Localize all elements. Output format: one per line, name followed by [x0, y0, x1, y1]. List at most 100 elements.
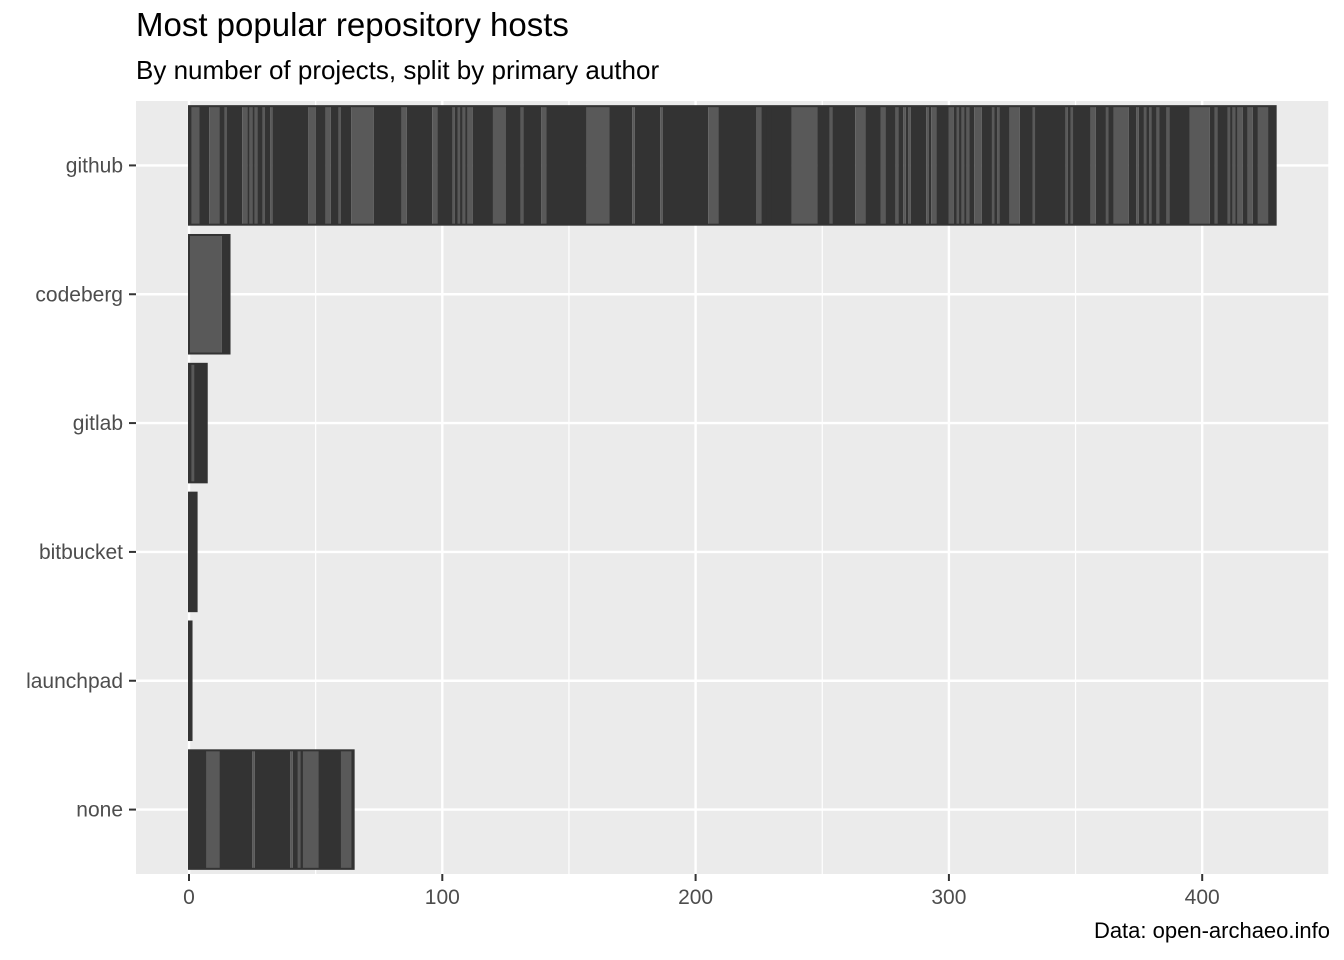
- bar-segment-github: [1136, 106, 1139, 225]
- bar-segment-github: [1159, 106, 1167, 225]
- bar-segment-github: [541, 106, 547, 225]
- bar-segment-github: [249, 106, 253, 225]
- bar-gitlab: [188, 362, 208, 484]
- bar-segment-github: [981, 106, 992, 225]
- bar-segment-github: [191, 106, 200, 225]
- bar-segment-github: [1108, 106, 1114, 225]
- bar-segment-github: [462, 106, 466, 225]
- bar-segment-none: [300, 750, 303, 869]
- bar-segment-github: [829, 106, 833, 225]
- bar-segment-github: [325, 106, 331, 225]
- bar-segment-none: [302, 750, 319, 869]
- x-tick-label: 200: [678, 886, 713, 909]
- bar-segment-github: [959, 106, 962, 225]
- bar-segment-github: [257, 106, 263, 225]
- bar-segment-github: [1268, 106, 1276, 225]
- bar-segment-github: [492, 106, 506, 225]
- bar-segment-github: [791, 106, 818, 225]
- bar-segment-github: [224, 106, 227, 225]
- bar-segment-github: [505, 106, 521, 225]
- bar-segment-github: [242, 106, 248, 225]
- bar-segment-none: [189, 750, 207, 869]
- bar-segment-github: [898, 106, 904, 225]
- bar-segment-github: [832, 106, 856, 225]
- bar-segment-github: [1189, 106, 1210, 225]
- y-tick-label-bitbucket: bitbucket: [39, 541, 123, 564]
- bar-segment-github: [586, 106, 610, 225]
- bar-segment-github: [340, 106, 352, 225]
- bar-segment-github: [1073, 106, 1091, 225]
- bar-segment-gitlab: [189, 363, 192, 483]
- y-tick-label-launchpad: launchpad: [26, 670, 123, 693]
- bar-segment-github: [472, 106, 493, 225]
- bar-segment-github: [1237, 106, 1243, 225]
- bar-segment-github: [254, 106, 258, 225]
- bar-segment-github: [1146, 106, 1150, 225]
- y-tick-label-gitlab: gitlab: [73, 412, 123, 435]
- x-tick-label: 400: [1185, 886, 1220, 909]
- bar-segment-github: [999, 106, 1010, 225]
- bar-segment-github: [1252, 106, 1258, 225]
- bar-bitbucket: [188, 491, 198, 613]
- bar-segment-github: [219, 106, 225, 225]
- bar-segment-github: [991, 106, 995, 225]
- bar-segment-github: [1166, 106, 1170, 225]
- bar-segment-codeberg: [221, 234, 230, 354]
- bar-segment-github: [452, 106, 455, 225]
- bar-segment-github: [961, 106, 965, 225]
- bar-segment-github: [467, 106, 473, 225]
- chart-caption: Data: open-archaeo.info: [1093, 918, 1330, 943]
- bar-segment-github: [1227, 106, 1231, 225]
- bar-segment-github: [1009, 106, 1020, 225]
- bar-segment-github: [966, 106, 970, 225]
- plot-panel: [136, 101, 1329, 874]
- bar-segment-github: [338, 106, 341, 225]
- bar-segment-github: [1214, 106, 1218, 225]
- bar-segment-github: [1242, 106, 1248, 225]
- bar-segment-github: [226, 106, 243, 225]
- bar-segment-none: [351, 750, 354, 869]
- bar-segment-github: [756, 106, 762, 225]
- bar-segment-github: [1113, 106, 1129, 225]
- bar-segment-github: [523, 106, 542, 225]
- chart-title: Most popular repository hosts: [136, 6, 569, 43]
- bar-segment-github: [1235, 106, 1238, 225]
- bar-segment-github: [1138, 106, 1144, 225]
- bar-segment-github: [964, 106, 967, 225]
- bar-codeberg: [188, 233, 231, 355]
- bar-segment-github: [660, 106, 663, 225]
- bar-segment-github: [315, 106, 326, 225]
- y-tick-label-codeberg: codeberg: [35, 283, 123, 306]
- bar-segment-github: [997, 106, 1000, 225]
- bar-segment-none: [254, 750, 291, 869]
- x-tick-label: 0: [183, 886, 195, 909]
- bar-segment-github: [189, 106, 192, 225]
- bar-segment-github: [272, 106, 309, 225]
- bar-segment-github: [956, 106, 960, 225]
- bar-launchpad: [188, 620, 193, 742]
- bar-segment-github: [1156, 106, 1160, 225]
- bar-segment-github: [634, 106, 661, 225]
- bar-segment-github: [406, 106, 433, 225]
- bar-segment-github: [974, 106, 982, 225]
- bar-segment-github: [910, 106, 927, 225]
- bar-segment-github: [270, 106, 273, 225]
- bar-segment-github: [885, 106, 896, 225]
- bar-segment-launchpad: [189, 621, 192, 741]
- bar-segment-github: [948, 106, 954, 225]
- bar-segment-github: [1128, 106, 1137, 225]
- bar-segment-none: [219, 750, 253, 869]
- bar-segment-github: [1095, 106, 1106, 225]
- x-tick-label: 300: [931, 886, 966, 909]
- bar-segment-github: [817, 106, 830, 225]
- x-tick-label: 100: [425, 886, 460, 909]
- bar-segment-github: [880, 106, 886, 225]
- bar-segment-github: [994, 106, 998, 225]
- bar-segment-github: [969, 106, 975, 225]
- bar-segment-github: [330, 106, 339, 225]
- bar-segment-none: [290, 750, 293, 869]
- bar-segment-gitlab: [194, 363, 207, 483]
- bar-segment-github: [308, 106, 316, 225]
- bar-segment-github: [1247, 106, 1253, 225]
- bar-segment-github: [1257, 106, 1269, 225]
